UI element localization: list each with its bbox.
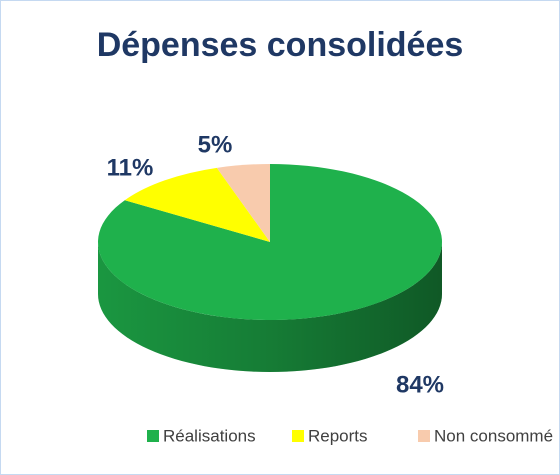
slice [124, 167, 270, 242]
data-label: 11% [107, 154, 154, 181]
legend-label: Non consommé [434, 426, 553, 445]
legend-swatch [418, 430, 430, 442]
legend-label: Réalisations [163, 426, 256, 445]
data-label: 84% [396, 371, 444, 398]
legend-swatch [147, 430, 159, 442]
legend-label: Reports [308, 426, 368, 445]
legend-swatch [292, 430, 304, 442]
slice [216, 164, 270, 242]
chart-title: Dépenses consolidées [97, 26, 464, 64]
slice [97, 164, 442, 320]
data-label: 5% [198, 131, 233, 158]
slice-side-shade [98, 242, 442, 372]
